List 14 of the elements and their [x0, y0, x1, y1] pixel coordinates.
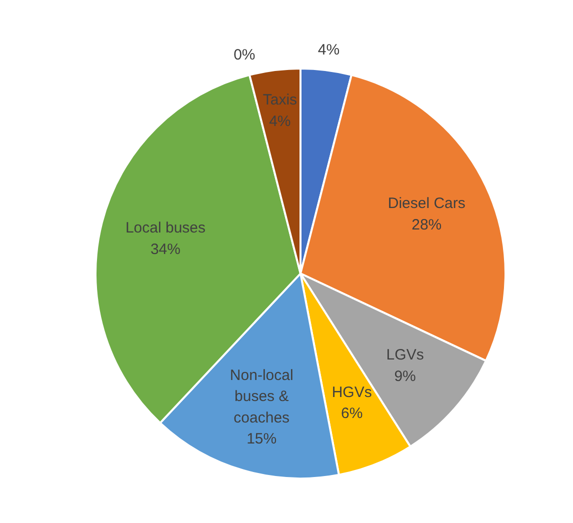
data-label: 4%	[269, 112, 291, 130]
data-label: 4%	[318, 41, 340, 58]
slice-label: Non-local buses & coaches	[230, 366, 294, 426]
text: 0%	[234, 46, 256, 64]
slice-label: Diesel Cars	[388, 195, 466, 212]
slice-label: HGVs	[332, 384, 372, 401]
data-label: 28%	[412, 216, 442, 234]
data-label: 34%	[150, 240, 180, 258]
data-label: 9%	[394, 368, 416, 385]
slice-label: LGVs	[386, 346, 424, 364]
slice-label: Taxis	[262, 92, 298, 109]
data-label: 6%	[340, 405, 363, 422]
slice-label: Local buses	[125, 220, 206, 237]
data-label: 15%	[246, 430, 277, 448]
